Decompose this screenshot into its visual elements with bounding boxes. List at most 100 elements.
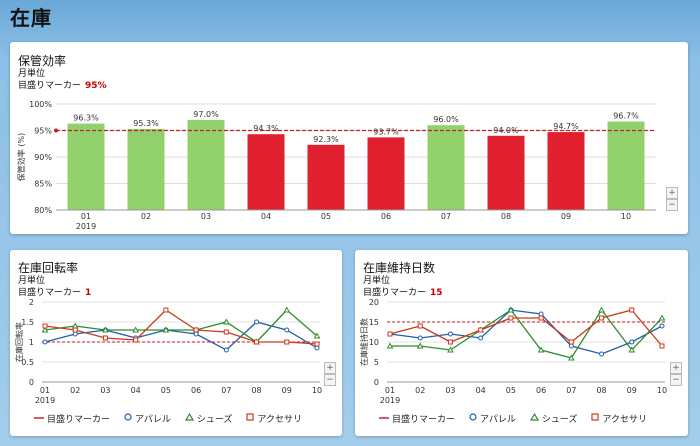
bar — [187, 119, 225, 210]
data-point — [599, 351, 605, 357]
data-point — [313, 332, 321, 339]
data-point — [102, 335, 108, 341]
zoom-out-button[interactable]: − — [670, 374, 682, 386]
data-point — [538, 315, 544, 321]
data-point — [417, 323, 423, 329]
y-tick-label: 80% — [34, 206, 52, 215]
bar — [247, 134, 285, 210]
zoom-out-button[interactable]: − — [324, 374, 336, 386]
series-line-0 — [389, 309, 663, 355]
data-point — [659, 323, 665, 329]
legend-item[interactable]: 目盛りマーカー — [34, 412, 110, 425]
inventory-turnover-chart: 0 0.5 1 1.5 2 在庫回転率 01 02 03 04 05 06 07 08 09 10 2019 — [14, 298, 322, 405]
x-tick-label: 08 — [596, 386, 606, 395]
card-subtitle: 月単位 — [18, 276, 46, 286]
x-tick-label: 06 — [191, 386, 201, 395]
x-tick-label: 10 — [657, 386, 667, 395]
bar-data-label: 96.3% — [73, 114, 99, 123]
bar-data-label: 96.7% — [613, 111, 639, 120]
data-point — [386, 342, 394, 349]
data-point — [508, 315, 514, 321]
data-point — [162, 326, 170, 333]
data-point — [447, 346, 454, 353]
y-tick-label: 2 — [29, 298, 34, 307]
data-point — [254, 319, 260, 325]
data-point — [163, 307, 169, 313]
legend-item[interactable]: アクセサリ — [591, 412, 647, 425]
legend-label: シューズ — [541, 415, 578, 425]
x-tick-label: 08 — [501, 212, 511, 221]
legend-item[interactable]: アクセサリ — [246, 412, 302, 425]
bar-data-label: 96.0% — [433, 115, 459, 124]
zoom-in-button[interactable]: + — [324, 362, 336, 374]
circle-marker-icon — [469, 413, 477, 424]
x-tick-label: 02 — [70, 386, 80, 395]
triangle-marker-icon — [529, 412, 539, 424]
y-tick-label: 1 — [29, 338, 34, 347]
page-header: 在庫 — [0, 0, 700, 34]
legend-label: アクセサリ — [602, 415, 647, 425]
data-point — [314, 345, 320, 351]
data-point — [629, 307, 635, 313]
data-point — [447, 331, 453, 337]
x-tick-label: 02 — [415, 386, 425, 395]
inventory-days-card: 在庫維持日数 月単位 目盛りマーカー 15 0 5 10 15 20 在庫維持日数 01 02 0… — [355, 250, 688, 436]
legend-item[interactable]: シューズ — [184, 412, 232, 425]
legend-item[interactable]: 目盛りマーカー — [379, 412, 455, 425]
legend-item[interactable]: アパレル — [124, 412, 171, 425]
data-point — [629, 339, 635, 345]
data-point — [284, 327, 290, 333]
marker-value: 15 — [430, 288, 443, 298]
triangle-marker-icon — [184, 412, 194, 424]
x-tick-label: 03 — [100, 386, 110, 395]
page-title: 在庫 — [10, 6, 52, 30]
data-point — [599, 315, 605, 321]
data-point — [283, 306, 291, 313]
data-point — [537, 346, 545, 353]
bar-data-label: 92.3% — [313, 135, 339, 144]
marker-line-icon — [34, 414, 44, 424]
data-point — [478, 335, 484, 341]
legend-item[interactable]: シューズ — [529, 412, 578, 425]
marker-label: 目盛りマーカー — [18, 288, 82, 298]
legend-label: 目盛りマーカー — [47, 415, 111, 425]
bar — [607, 121, 645, 210]
y-tick-label: 10 — [369, 338, 379, 347]
zoom-in-button[interactable]: + — [666, 187, 678, 199]
data-point — [41, 326, 49, 333]
data-point — [387, 331, 393, 337]
y-tick-label: 15 — [369, 318, 379, 327]
data-point — [72, 327, 78, 333]
series-line-0 — [44, 321, 318, 351]
x-tick-label: 03 — [201, 212, 211, 221]
series-line-1 — [390, 308, 663, 359]
bar-data-label: 94.3% — [253, 124, 279, 133]
x-tick-label: 09 — [627, 386, 637, 395]
x-tick-label: 07 — [221, 386, 231, 395]
marker-value: 95% — [85, 81, 107, 91]
zoom-out-button[interactable]: − — [666, 199, 678, 211]
bar — [547, 132, 585, 210]
data-point — [568, 339, 574, 345]
legend-label: アパレル — [135, 415, 171, 425]
x-tick-label: 05 — [506, 386, 516, 395]
data-point — [72, 331, 78, 337]
x-year-label: 2019 — [35, 396, 55, 405]
bar — [427, 125, 465, 210]
zoom-in-button[interactable]: + — [670, 362, 682, 374]
legend-item[interactable]: アパレル — [469, 412, 516, 425]
bar-data-label: 95.3% — [133, 119, 159, 128]
x-tick-label: 05 — [161, 386, 171, 395]
legend-label: 目盛りマーカー — [392, 415, 456, 425]
y-tick-label: 0 — [374, 378, 379, 387]
storage-efficiency-card: 保管効率 月単位 目盛りマーカー 95% 80% 85% 90% 95% 100% 保管効率… — [10, 42, 688, 234]
data-point — [133, 337, 139, 343]
x-tick-label: 04 — [131, 386, 141, 395]
data-point — [193, 331, 199, 337]
data-point — [507, 306, 515, 313]
x-year-label: 2019 — [76, 222, 96, 231]
data-point — [314, 341, 320, 347]
x-tick-label: 09 — [282, 386, 292, 395]
bar — [67, 123, 105, 210]
